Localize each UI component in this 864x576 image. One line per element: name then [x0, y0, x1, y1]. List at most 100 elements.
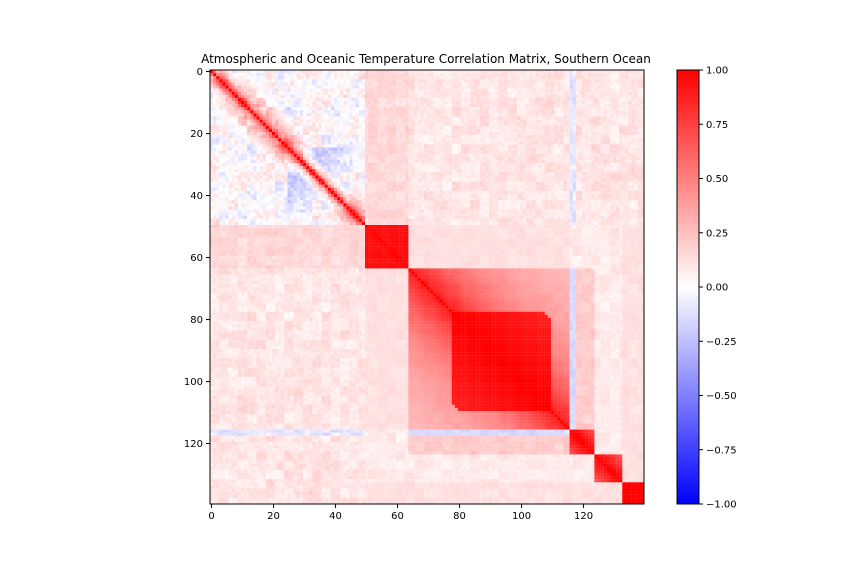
heatmap-cell: [309, 79, 312, 82]
heatmap-cell: [598, 169, 601, 172]
heatmap-cell: [297, 179, 300, 182]
heatmap-cell: [216, 166, 219, 169]
heatmap-cell: [582, 144, 585, 147]
heatmap-cell: [619, 92, 622, 95]
heatmap-cell: [443, 135, 446, 138]
heatmap-cell: [625, 104, 628, 107]
heatmap-cell: [238, 163, 241, 166]
heatmap-cell: [402, 141, 405, 144]
heatmap-cell: [260, 95, 263, 98]
heatmap-cell: [467, 120, 470, 123]
heatmap-cell: [257, 120, 260, 123]
heatmap-cell: [319, 175, 322, 178]
heatmap-cell: [436, 151, 439, 154]
heatmap-cell: [297, 169, 300, 172]
heatmap-cell: [514, 132, 517, 135]
heatmap-cell: [489, 175, 492, 178]
heatmap-cell: [377, 163, 380, 166]
heatmap-cell: [563, 172, 566, 175]
heatmap-cell: [455, 95, 458, 98]
heatmap-cell: [306, 138, 309, 141]
heatmap-cell: [297, 163, 300, 166]
heatmap-cell: [337, 120, 340, 123]
heatmap-cell: [266, 163, 269, 166]
heatmap-cell: [222, 148, 225, 151]
heatmap-cell: [226, 151, 229, 154]
heatmap-cell: [514, 104, 517, 107]
heatmap-cell: [622, 101, 625, 104]
heatmap-cell: [213, 113, 216, 116]
heatmap-cell: [284, 89, 287, 92]
heatmap-cell: [588, 101, 591, 104]
heatmap-cell: [638, 76, 641, 79]
heatmap-cell: [554, 141, 557, 144]
heatmap-cell: [257, 104, 260, 107]
heatmap-cell: [374, 113, 377, 116]
heatmap-cell: [362, 95, 365, 98]
heatmap-cell: [387, 98, 390, 101]
heatmap-cell: [257, 169, 260, 172]
heatmap-cell: [579, 120, 582, 123]
heatmap-cell: [319, 126, 322, 129]
heatmap-cell: [598, 117, 601, 120]
heatmap-cell: [594, 79, 597, 82]
heatmap-cell: [247, 169, 250, 172]
heatmap-cell: [226, 95, 229, 98]
heatmap-cell: [461, 110, 464, 113]
heatmap-cell: [362, 160, 365, 163]
heatmap-cell: [588, 148, 591, 151]
heatmap-cell: [427, 95, 430, 98]
heatmap-cell: [601, 132, 604, 135]
heatmap-cell: [542, 141, 545, 144]
heatmap-cell: [306, 95, 309, 98]
heatmap-cell: [511, 135, 514, 138]
heatmap-cell: [548, 148, 551, 151]
heatmap-cell: [365, 163, 368, 166]
heatmap-cell: [520, 144, 523, 147]
heatmap-cell: [269, 169, 272, 172]
heatmap-cell: [511, 151, 514, 154]
heatmap-cell: [250, 107, 253, 110]
heatmap-cell: [622, 92, 625, 95]
heatmap-cell: [213, 101, 216, 104]
heatmap-cell: [613, 107, 616, 110]
heatmap-cell: [412, 148, 415, 151]
heatmap-cell: [635, 82, 638, 85]
heatmap-cell: [340, 98, 343, 101]
heatmap-cell: [226, 107, 229, 110]
heatmap-cell: [446, 101, 449, 104]
heatmap-cell: [356, 144, 359, 147]
heatmap-cell: [250, 163, 253, 166]
heatmap-cell: [443, 160, 446, 163]
heatmap-cell: [616, 154, 619, 157]
heatmap-cell: [483, 172, 486, 175]
heatmap-cell: [402, 110, 405, 113]
heatmap-cell: [545, 169, 548, 172]
heatmap-cell: [551, 101, 554, 104]
heatmap-cell: [300, 160, 303, 163]
heatmap-cell: [461, 163, 464, 166]
heatmap-cell: [322, 138, 325, 141]
heatmap-cell: [607, 76, 610, 79]
heatmap-cell: [331, 126, 334, 129]
heatmap-cell: [458, 101, 461, 104]
heatmap-cell: [560, 120, 563, 123]
heatmap-cell: [353, 132, 356, 135]
heatmap-cell: [489, 120, 492, 123]
heatmap-cell: [495, 163, 498, 166]
heatmap-cell: [291, 172, 294, 175]
heatmap-cell: [337, 141, 340, 144]
heatmap-cell: [542, 157, 545, 160]
heatmap-cell: [319, 138, 322, 141]
heatmap-cell: [567, 138, 570, 141]
heatmap-cell: [542, 89, 545, 92]
heatmap-cell: [557, 82, 560, 85]
heatmap-cell: [312, 82, 315, 85]
heatmap-cell: [306, 92, 309, 95]
heatmap-cell: [297, 89, 300, 92]
heatmap-cell: [226, 135, 229, 138]
heatmap-cell: [374, 148, 377, 151]
heatmap-cell: [325, 82, 328, 85]
heatmap-cell: [263, 151, 266, 154]
heatmap-cell: [427, 120, 430, 123]
